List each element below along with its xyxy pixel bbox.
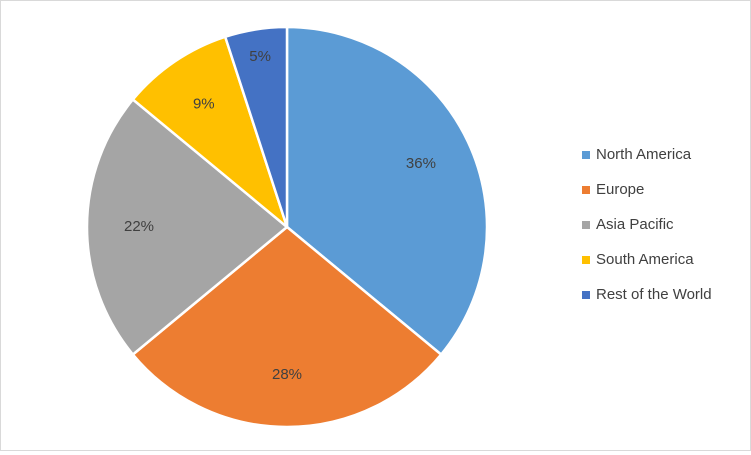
legend-label-north-america: North America	[596, 146, 692, 163]
pie-slice-europe	[131, 225, 443, 429]
legend-swatch-north-america	[582, 151, 590, 159]
legend-label-rest-of-the-world: Rest of the World	[596, 286, 712, 303]
slice-label-asia-pacific: 22%	[124, 218, 154, 235]
legend-label-europe: Europe	[596, 181, 644, 198]
legend: North America Europe Asia Pacific South Ame…	[582, 146, 712, 303]
legend-swatch-asia-pacific	[582, 221, 590, 229]
legend-swatch-south-america	[582, 256, 590, 264]
slice-label-south-america: 9%	[193, 96, 215, 113]
pie-slices	[85, 25, 489, 429]
pie-slice-asia-pacific	[85, 98, 289, 356]
slice-labels: 36% 28% 22% 9% 5%	[124, 48, 436, 383]
legend-label-asia-pacific: Asia Pacific	[596, 216, 674, 233]
legend-swatch-europe	[582, 186, 590, 194]
legend-swatch-rest-of-the-world	[582, 291, 590, 299]
legend-label-south-america: South America	[596, 251, 694, 268]
pie-slice-north-america	[285, 25, 489, 356]
pie-slice-rest-of-the-world	[223, 25, 289, 229]
slice-label-europe: 28%	[272, 366, 302, 383]
pie-slice-south-america	[131, 35, 289, 229]
slice-label-north-america: 36%	[406, 155, 436, 172]
slice-label-rest-of-the-world: 5%	[249, 48, 271, 65]
